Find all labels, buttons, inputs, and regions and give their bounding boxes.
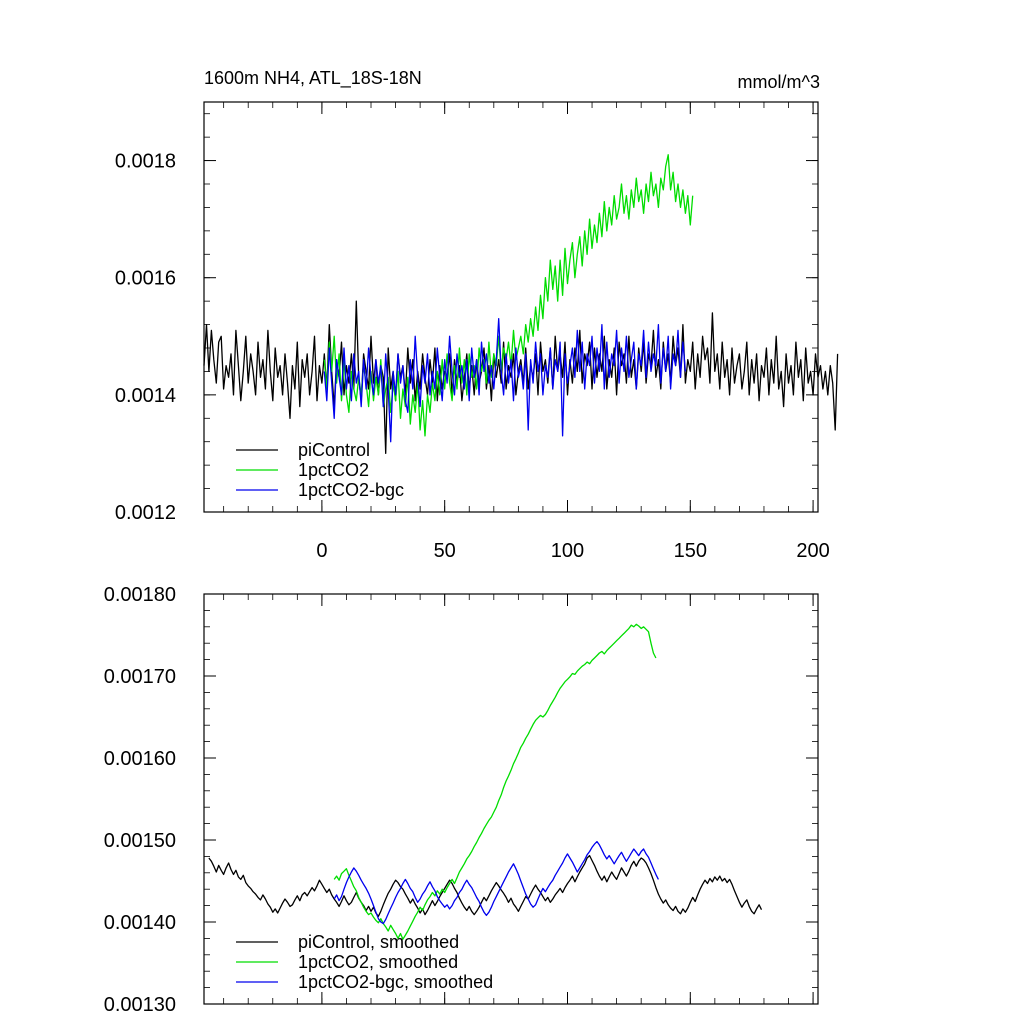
xtick-label: 150: [674, 540, 707, 562]
ytick-label: 0.0018: [115, 151, 176, 173]
series-line-1pctco2-bgc: [333, 840, 659, 925]
series-line-picontrol: [203, 300, 839, 455]
top-title-left: 1600m NH4, ATL_18S-18N: [204, 68, 422, 89]
legend-label: 1pctCO2: [298, 460, 369, 480]
ytick-label: 0.0016: [115, 268, 176, 290]
ytick-label: 0.00170: [104, 666, 176, 688]
ytick-label: 0.00180: [104, 584, 176, 606]
legend-label: 1pctCO2, smoothed: [298, 952, 458, 972]
legend-label: piControl, smoothed: [298, 932, 459, 952]
series-line-1pctco2: [333, 623, 657, 940]
series-line-1pctco2: [323, 154, 694, 437]
bottom-axis-ticks: 0.00130 0.00140 0.00150 0.00160 0.00170 0.001…: [104, 584, 818, 1016]
ytick-label: 0.00150: [104, 830, 176, 852]
legend-label: 1pctCO2-bgc: [298, 480, 404, 500]
top-title-right: mmol/m^3: [738, 72, 820, 92]
xtick-label: 200: [796, 540, 829, 562]
top-axis-ticks: 0.0012 0.0014 0.0016 0.0018 0 50 100 150 200: [115, 102, 830, 562]
xtick-label: 0: [316, 540, 327, 562]
top-series-group: [203, 154, 839, 455]
xtick-label: 100: [551, 540, 584, 562]
bottom-plot-frame: [203, 593, 819, 1005]
ytick-label: 0.00130: [104, 994, 176, 1016]
top-plot-frame: [203, 101, 819, 513]
legend-label: piControl: [298, 440, 370, 460]
top-panel: 1600m NH4, ATL_18S-18N mmol/m^3 0.00120.…: [115, 68, 839, 562]
xtick-label: 50: [434, 540, 456, 562]
series-line-1pctco2-bgc: [323, 318, 687, 443]
legend-label: 1pctCO2-bgc, smoothed: [298, 972, 493, 992]
bottom-panel: 0.00130 0.00140 0.00150 0.00160 0.00170 0.001…: [104, 584, 819, 1016]
ytick-label: 0.0012: [115, 502, 176, 524]
bottom-series-group: [208, 623, 763, 940]
ytick-label: 0.00160: [104, 748, 176, 770]
ytick-label: 0.0014: [115, 385, 176, 407]
ytick-label: 0.00140: [104, 912, 176, 934]
series-line-picontrol: [208, 854, 763, 917]
